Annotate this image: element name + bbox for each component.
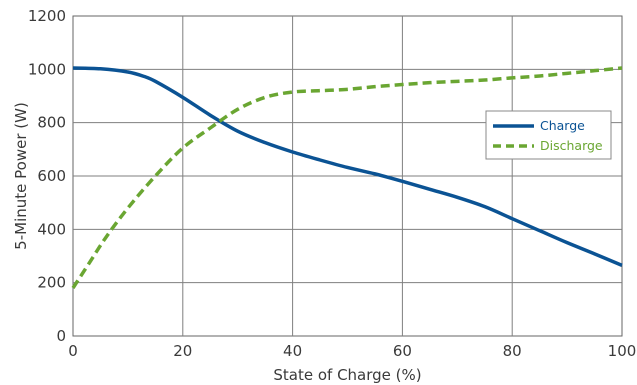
legend: Charge Discharge — [485, 110, 612, 160]
series-line-discharge — [71, 66, 623, 289]
x-tick-label: 80 — [503, 342, 522, 360]
legend-label-charge: Charge — [540, 118, 585, 133]
y-tick-label: 600 — [37, 167, 66, 185]
y-tick-label: 400 — [37, 220, 66, 238]
y-tick-label: 1200 — [28, 7, 66, 25]
x-tick-label: 40 — [283, 342, 302, 360]
legend-label-discharge: Discharge — [540, 138, 603, 153]
y-tick-label: 200 — [37, 274, 66, 292]
series-line-charge — [72, 66, 623, 267]
x-axis-title: State of Charge (%) — [273, 366, 421, 384]
series-layer — [71, 66, 623, 289]
x-tick-label: 100 — [608, 342, 637, 360]
grid-lines — [73, 16, 622, 336]
y-tick-label: 1000 — [28, 60, 66, 78]
legend-box — [485, 110, 612, 160]
y-tick-label: 0 — [56, 327, 66, 345]
x-tick-label: 60 — [393, 342, 412, 360]
x-tick-label: 0 — [68, 342, 78, 360]
y-axis-title: 5-Minute Power (W) — [12, 102, 30, 250]
x-tick-label: 20 — [173, 342, 192, 360]
y-tick-label: 800 — [37, 114, 66, 132]
